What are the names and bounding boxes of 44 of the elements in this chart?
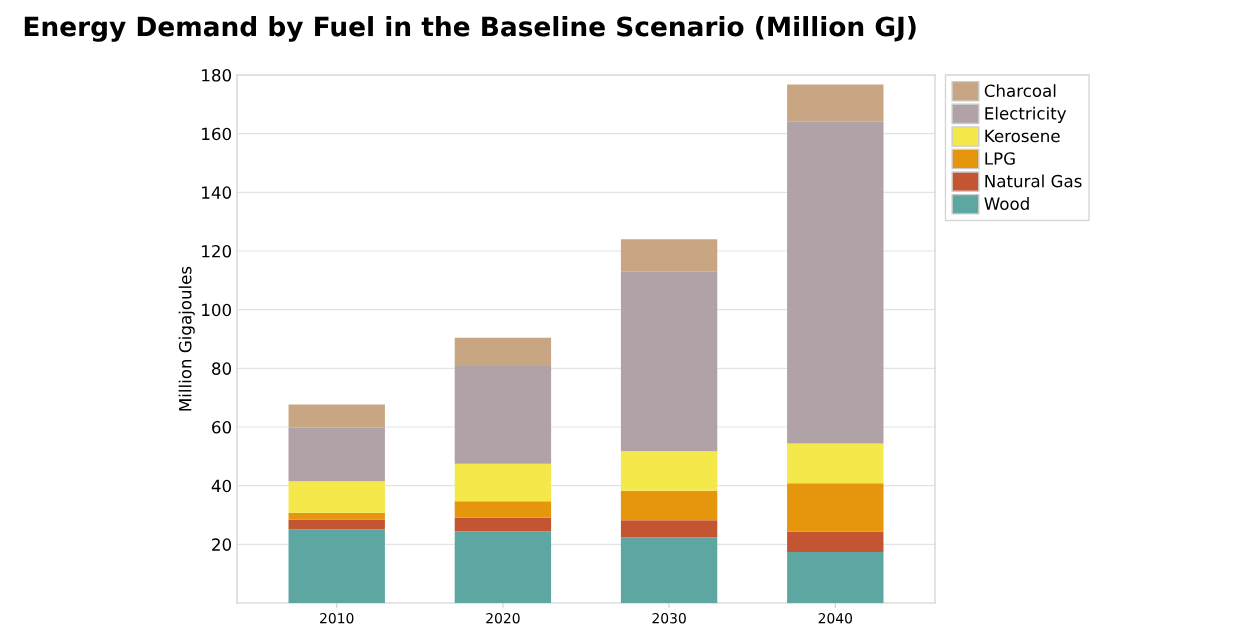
- y-tick-label: 160: [202, 127, 232, 141]
- bar: [288, 529, 385, 603]
- y-tick-label: 100: [202, 303, 232, 317]
- y-tick-label: 140: [202, 186, 232, 199]
- y-tick-label: 180: [202, 68, 232, 82]
- y-tick-label: 40: [211, 479, 232, 493]
- bar: [620, 537, 718, 603]
- legend-label: Wood: [984, 197, 1029, 210]
- bar: [288, 519, 385, 530]
- bar: [620, 451, 718, 491]
- bar: [454, 501, 552, 518]
- bar: [454, 463, 552, 502]
- chart-title: Energy Demand by Fuel in the Baseline Scenario (Million GJ): [24, 16, 916, 42]
- bar: [787, 483, 884, 532]
- legend-label: Charcoal: [984, 84, 1056, 98]
- bar: [787, 551, 884, 603]
- bar: [454, 337, 552, 366]
- bar: [787, 443, 884, 484]
- bar: [454, 531, 552, 603]
- legend-label: Electricity: [985, 106, 1067, 123]
- bar: [288, 481, 385, 513]
- legend-label: Kerosene: [985, 129, 1060, 143]
- y-tick-label: 80: [212, 362, 232, 375]
- x-tick-label: 2010: [320, 612, 354, 624]
- bar: [454, 517, 552, 532]
- x-tick-label: 2030: [652, 612, 686, 624]
- bar: [620, 520, 718, 538]
- bar: [288, 404, 385, 428]
- legend-label: Natural Gas: [985, 174, 1082, 188]
- bar: [787, 531, 884, 552]
- y-tick-label: 60: [212, 420, 232, 434]
- x-tick-label: 2020: [486, 612, 520, 624]
- bar: [787, 121, 884, 444]
- y-tick-label: 120: [202, 244, 232, 258]
- bar: [620, 271, 718, 452]
- bar: [620, 239, 718, 272]
- bar: [288, 427, 385, 482]
- bar: [787, 84, 884, 122]
- legend-label: LPG: [985, 152, 1015, 165]
- y-axis-title: Million Gigajoules: [178, 266, 195, 411]
- y-tick-label: 20: [212, 538, 232, 551]
- bar: [454, 365, 552, 464]
- bar: [620, 490, 718, 521]
- x-tick-label: 2040: [818, 612, 853, 624]
